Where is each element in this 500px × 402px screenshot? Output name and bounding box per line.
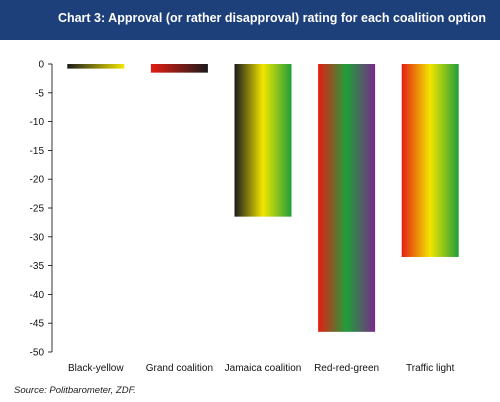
y-tick-label: -10 xyxy=(30,117,45,128)
x-axis-labels: Black-yellow Grand coalition Jamaica coali… xyxy=(68,363,455,374)
y-tick-label: 0 xyxy=(38,60,44,71)
bar-chart: 0 -5 -10 -15 -20 -25 -30 -35 -40 -45 -50 Black-yel… xyxy=(30,60,459,374)
y-tick-label: -20 xyxy=(30,175,45,186)
x-tick-label: Traffic light xyxy=(406,363,455,374)
y-tick-label: -5 xyxy=(35,88,44,99)
y-tick-label: -30 xyxy=(30,232,45,243)
y-tick-label: -35 xyxy=(30,261,45,272)
y-tick-label: -40 xyxy=(30,290,45,301)
y-tick-label: -45 xyxy=(30,319,45,330)
x-tick-label: Red-red-green xyxy=(314,363,379,374)
y-tick-label: -50 xyxy=(30,348,45,359)
y-tick-label: -15 xyxy=(30,146,45,157)
bar-black-yellow xyxy=(67,64,125,69)
source-note: Source: Politbarometer, ZDF. xyxy=(14,385,136,396)
chart-header: Chart 3: Approval (or rather disapproval… xyxy=(0,0,500,40)
x-tick-label: Grand coalition xyxy=(146,363,213,374)
y-tick-label: -25 xyxy=(30,204,45,215)
chart-area: 0 -5 -10 -15 -20 -25 -30 -35 -40 -45 -50 Black-yel… xyxy=(0,40,500,380)
chart-title: Chart 3: Approval (or rather disapproval… xyxy=(57,11,486,25)
x-tick-label: Black-yellow xyxy=(68,363,124,374)
bar-traffic-light xyxy=(401,64,459,257)
bars xyxy=(67,64,459,332)
bar-jamaica-coalition xyxy=(234,64,292,217)
bar-grand-coalition xyxy=(150,64,208,73)
x-tick-label: Jamaica coalition xyxy=(225,363,302,374)
y-axis: 0 -5 -10 -15 -20 -25 -30 -35 -40 -45 -50 xyxy=(30,60,53,359)
bar-red-red-green xyxy=(318,64,376,332)
